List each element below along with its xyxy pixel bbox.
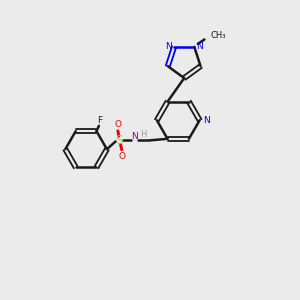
Text: H: H	[140, 130, 146, 140]
Text: O: O	[114, 120, 122, 129]
Text: N: N	[196, 42, 203, 51]
Text: N: N	[165, 42, 172, 51]
Text: CH₃: CH₃	[210, 31, 226, 40]
Text: S: S	[116, 134, 123, 147]
Text: O: O	[118, 152, 125, 161]
Text: F: F	[98, 116, 103, 125]
Text: N: N	[203, 116, 209, 125]
Text: N: N	[131, 132, 138, 141]
